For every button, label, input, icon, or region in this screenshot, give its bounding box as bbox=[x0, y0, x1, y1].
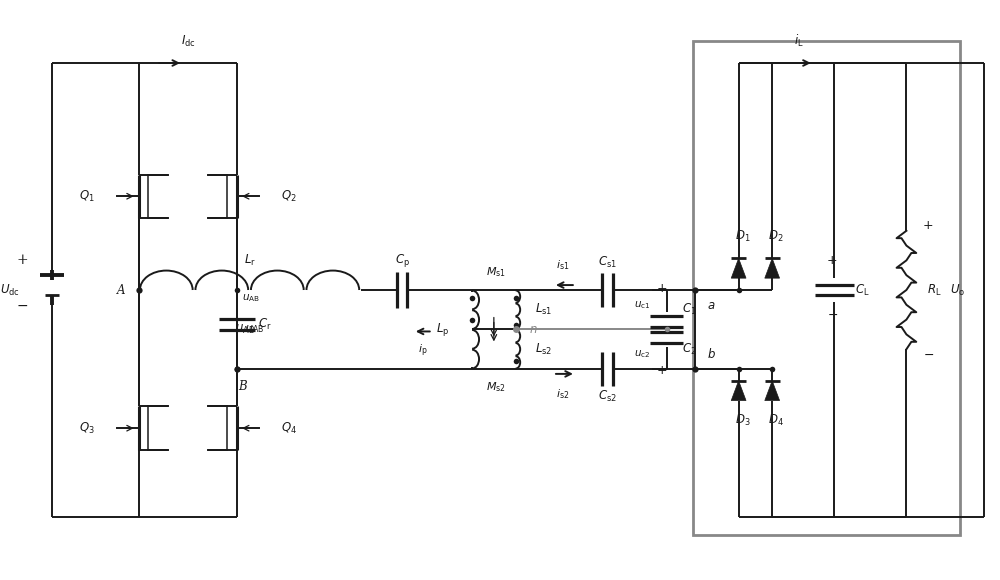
Polygon shape bbox=[765, 381, 780, 401]
Text: $L_{\rm r}$: $L_{\rm r}$ bbox=[244, 253, 256, 268]
Text: $R_{\rm L}$: $R_{\rm L}$ bbox=[927, 282, 941, 298]
Text: $I_{\rm dc}$: $I_{\rm dc}$ bbox=[181, 34, 195, 49]
Text: B: B bbox=[238, 380, 246, 393]
Text: $-$: $-$ bbox=[16, 298, 28, 312]
Text: $L_{\rm s2}$: $L_{\rm s2}$ bbox=[535, 342, 552, 357]
Text: $-$: $-$ bbox=[827, 308, 838, 321]
Text: $D_3$: $D_3$ bbox=[735, 413, 750, 428]
Text: $i_{\rm s1}$: $i_{\rm s1}$ bbox=[556, 259, 570, 272]
Text: $D_1$: $D_1$ bbox=[735, 229, 750, 244]
Text: $U_{\rm o}$: $U_{\rm o}$ bbox=[950, 282, 965, 298]
Text: +: + bbox=[827, 254, 838, 267]
Polygon shape bbox=[731, 381, 746, 401]
Text: $Q_2$: $Q_2$ bbox=[281, 188, 296, 204]
Text: $u_{\rm c2}$: $u_{\rm c2}$ bbox=[634, 348, 650, 360]
Text: $C_{\rm r}$: $C_{\rm r}$ bbox=[258, 317, 272, 332]
Text: $C_1$: $C_1$ bbox=[682, 302, 697, 317]
Text: $L_{\rm s1}$: $L_{\rm s1}$ bbox=[535, 302, 552, 317]
Text: $Q_4$: $Q_4$ bbox=[281, 420, 297, 436]
Text: $b$: $b$ bbox=[707, 347, 716, 361]
Text: $Q_1$: $Q_1$ bbox=[79, 188, 95, 204]
Text: $D_4$: $D_4$ bbox=[768, 413, 784, 428]
Text: $C_{\rm L}$: $C_{\rm L}$ bbox=[855, 282, 869, 298]
Text: +: + bbox=[656, 364, 667, 378]
Polygon shape bbox=[731, 259, 746, 278]
Text: $C_2$: $C_2$ bbox=[682, 342, 697, 357]
Text: $U_{\rm dc}$: $U_{\rm dc}$ bbox=[0, 282, 20, 298]
Text: $n$: $n$ bbox=[529, 323, 538, 336]
Text: $L_{\rm p}$: $L_{\rm p}$ bbox=[436, 321, 449, 338]
Text: $i_{\rm s2}$: $i_{\rm s2}$ bbox=[556, 387, 570, 401]
Text: $u_{\rm AB}$: $u_{\rm AB}$ bbox=[242, 292, 260, 304]
Text: $-$: $-$ bbox=[923, 347, 934, 361]
Text: $M_{\rm s1}$: $M_{\rm s1}$ bbox=[486, 265, 506, 279]
Text: $i_{\rm L}$: $i_{\rm L}$ bbox=[794, 33, 804, 49]
Text: $u_{\rm AB}$: $u_{\rm AB}$ bbox=[245, 324, 264, 335]
Text: $a$: $a$ bbox=[707, 299, 715, 312]
Text: $M_{\rm s2}$: $M_{\rm s2}$ bbox=[486, 380, 506, 394]
Text: +: + bbox=[16, 253, 28, 267]
Text: $D_2$: $D_2$ bbox=[768, 229, 784, 244]
Text: $u_{\rm AB}$: $u_{\rm AB}$ bbox=[235, 323, 255, 336]
Text: +: + bbox=[656, 281, 667, 295]
Text: $i_{\rm p}$: $i_{\rm p}$ bbox=[418, 343, 428, 360]
Text: $C_{\rm s2}$: $C_{\rm s2}$ bbox=[598, 389, 617, 404]
Polygon shape bbox=[765, 259, 780, 278]
Text: $Q_3$: $Q_3$ bbox=[79, 420, 95, 436]
Text: $u_{\rm c1}$: $u_{\rm c1}$ bbox=[634, 299, 650, 311]
Text: +: + bbox=[923, 219, 933, 233]
Text: A: A bbox=[117, 284, 125, 296]
Text: $C_{\rm s1}$: $C_{\rm s1}$ bbox=[598, 255, 617, 270]
Text: $C_{\rm p}$: $C_{\rm p}$ bbox=[395, 252, 410, 269]
